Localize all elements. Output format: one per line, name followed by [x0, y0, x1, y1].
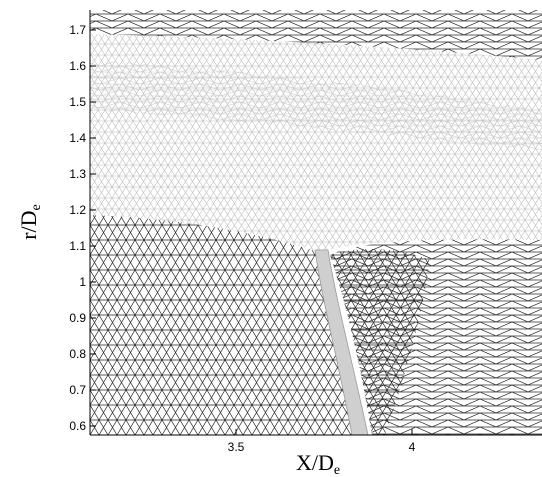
y-tick-label: 0.7 — [69, 383, 86, 397]
mesh-area — [90, 10, 542, 435]
lower-left-core-mesh — [90, 215, 360, 435]
upper-boundary-layer-mesh — [90, 10, 542, 60]
x-axis: 3.5 4 — [228, 429, 416, 454]
y-tick-label: 0.8 — [69, 347, 86, 361]
x-tick-label: 4 — [409, 440, 416, 454]
y-tick-label: 1.1 — [69, 239, 86, 253]
y-axis: 0.6 0.7 0.8 0.9 1 1.1 1.2 1.3 1.4 1.5 1.… — [69, 23, 96, 433]
y-tick-label: 1 — [79, 275, 86, 289]
mach-disk-shock — [314, 249, 369, 435]
y-axis-title: r/De — [16, 204, 44, 240]
lower-right-mesh — [330, 248, 430, 435]
y-tick-label: 1.4 — [69, 131, 86, 145]
x-axis-title: X/De — [296, 450, 340, 477]
shear-layer-stretched-mesh — [90, 60, 542, 150]
x-tick-label: 3.5 — [228, 440, 245, 454]
y-tick-label: 0.6 — [69, 419, 86, 433]
y-tick-label: 1.3 — [69, 167, 86, 181]
y-tick-label: 1.2 — [69, 203, 86, 217]
y-tick-label: 1.5 — [69, 95, 86, 109]
plot-frame — [89, 10, 542, 436]
y-tick-label: 1.7 — [69, 23, 86, 37]
y-tick-label: 0.9 — [69, 311, 86, 325]
y-tick-label: 1.6 — [69, 59, 86, 73]
